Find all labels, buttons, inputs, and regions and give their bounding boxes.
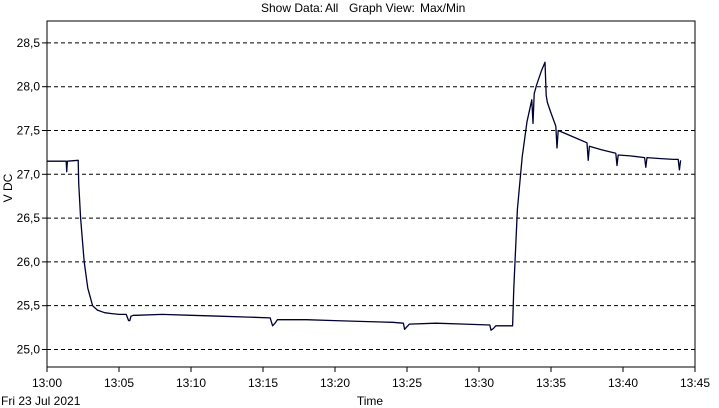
y-tick-label: 25,0 xyxy=(17,342,41,356)
x-axis-label: Time xyxy=(357,394,384,408)
y-tick-label: 27,5 xyxy=(17,123,41,137)
y-tick-label: 26,5 xyxy=(17,211,41,225)
show-data-value: All xyxy=(325,1,338,15)
x-tick-label: 13:35 xyxy=(536,376,566,390)
x-tick-label: 13:20 xyxy=(320,376,350,390)
plot-area xyxy=(46,20,696,368)
graph-view-label: Graph View: xyxy=(349,1,415,15)
y-axis-label: V DC xyxy=(1,173,15,202)
x-tick-label: 13:05 xyxy=(104,376,134,390)
y-tick-label: 28,0 xyxy=(17,80,41,94)
x-tick-label: 13:40 xyxy=(608,376,638,390)
x-tick-label: 13:10 xyxy=(176,376,206,390)
y-tick-label: 27,0 xyxy=(17,167,41,181)
x-tick-label: 13:45 xyxy=(680,376,710,390)
graph-view-value: Max/Min xyxy=(420,1,465,15)
grid-lines xyxy=(47,42,695,350)
y-tick-label: 28,5 xyxy=(17,36,41,50)
series-line xyxy=(47,61,682,331)
x-tick-label: 13:00 xyxy=(32,376,62,390)
y-tick-label: 25,5 xyxy=(17,299,41,313)
x-tick-label: 13:30 xyxy=(464,376,494,390)
y-tick-label: 26,0 xyxy=(17,255,41,269)
x-axis: 13:00 13:05 13:10 13:15 13:20 13:25 13:30 13:35… xyxy=(32,367,710,390)
y-axis: 25,0 25,5 26,0 26,5 27,0 27,5 28,0 28,5 xyxy=(17,36,47,356)
date-label: Fri 23 Jul 2021 xyxy=(1,394,81,408)
x-tick-label: 13:15 xyxy=(248,376,278,390)
show-data-label: Show Data: xyxy=(261,1,323,15)
x-tick-label: 13:25 xyxy=(392,376,422,390)
